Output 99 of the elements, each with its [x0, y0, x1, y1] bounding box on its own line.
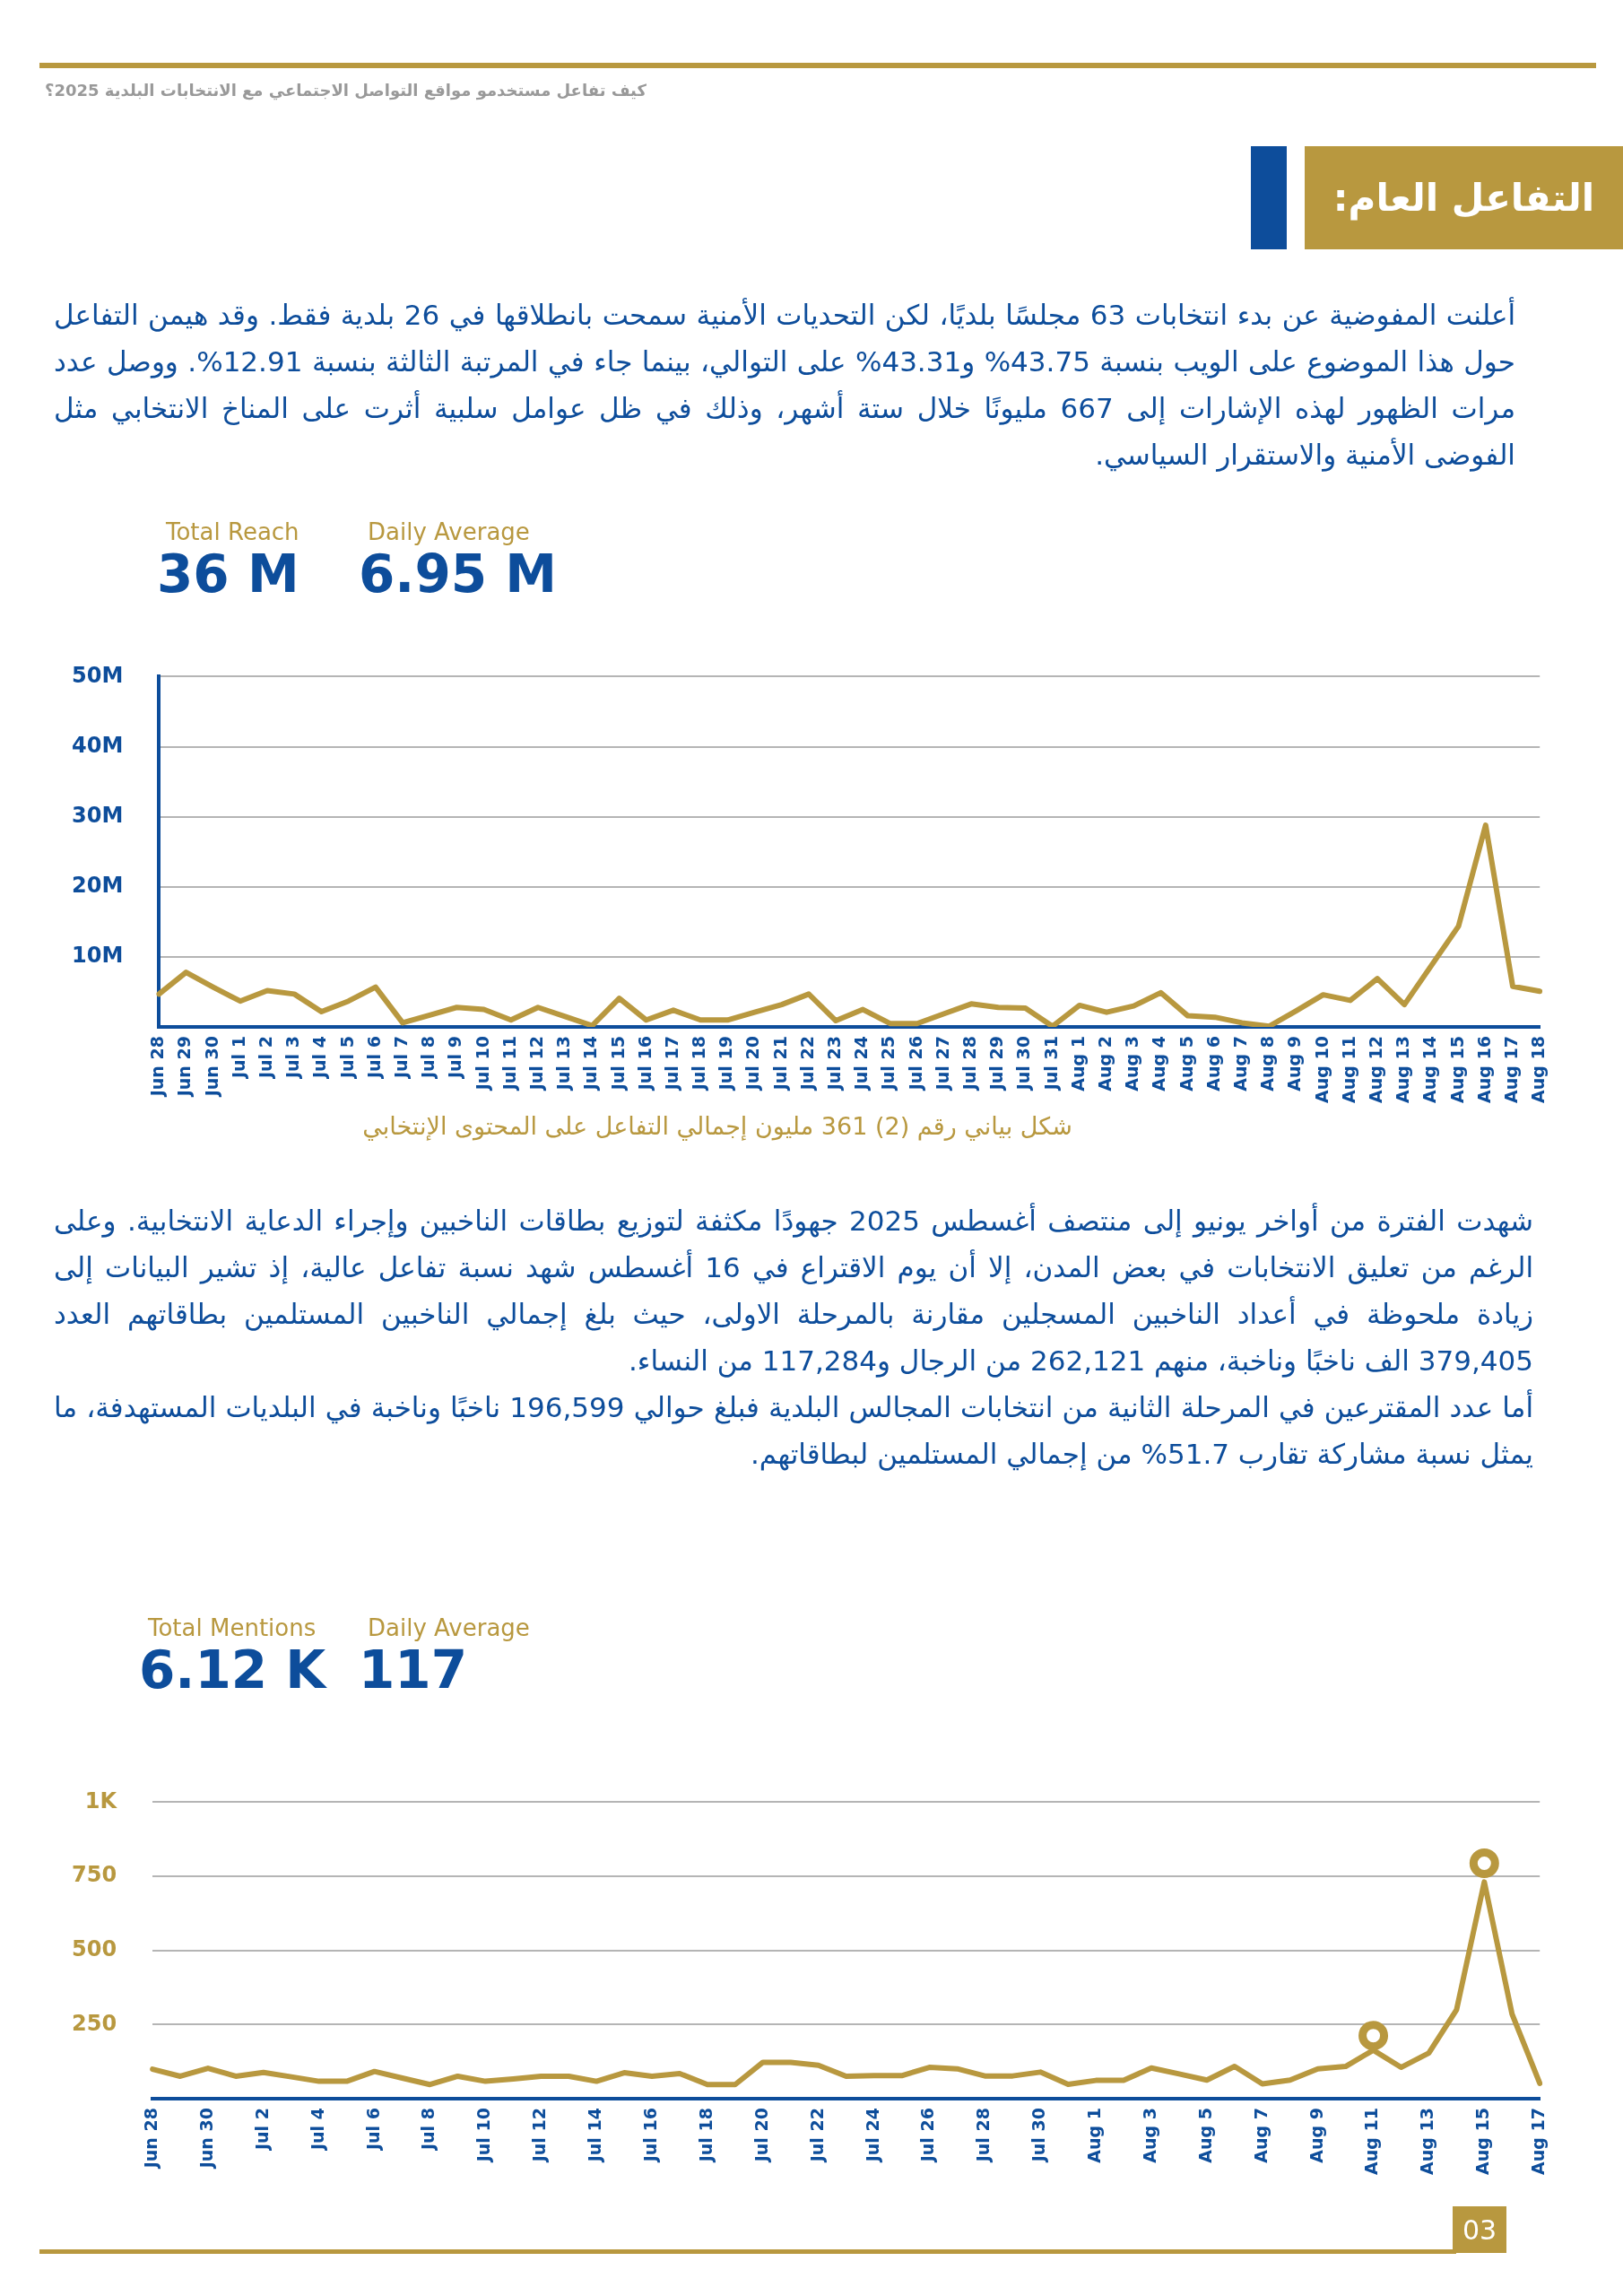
x-tick-label: Aug 18	[1528, 1036, 1549, 1103]
x-tick-label: Jul 13	[553, 1036, 574, 1092]
text: شهدت الفترة من أواخر يونيو إلى منتصف أغسطس 2025 جهودًا مكثفة لتوزيع بطاقات الناخبين وإجراء الدعاية الانتخابية. وعلى الرغم من تعليق الانتخابات في بعض المدن، إلا أن يوم الاقتراع في 16 أغسطس شهد نسبة تفاعل عالية، إذ تشير البيانات إلى زيادة ملحوظة في أعداد الناخبين المسجلين مقارنة بالمرحلة الاولى، حيث بلغ إجمالي الناخبين المستلمين بطاقاتهم العدد 379,405 الف ناخبًا وناخبة، منهم 262,121 من الرجال و117,284 من النساء. أما عدد المقترعين في المرحلة الثانية من انتخابات المجالس البلدية فبلغ حوالي 196,599 ناخبًا وناخبة في البلديات المستهدفة، ما يمثل نسبة مشاركة تقارب 51.7% من إجمالي المستلمين لبطاقاتهم.	[54, 1202, 1534, 1473]
x-tick-label: Jul 22	[796, 1036, 817, 1092]
x-tick-label: Jul 14	[585, 2108, 605, 2164]
x-tick-label: Aug 10	[1311, 1036, 1332, 1103]
x-tick-label: Aug 8	[1257, 1036, 1278, 1091]
x-tick-label: Jun 29	[174, 1036, 195, 1099]
text: 03	[1453, 2206, 1506, 2253]
x-tick-label: Jul 17	[661, 1036, 681, 1092]
text: Daily Average	[368, 1614, 530, 1641]
x-tick-label: Jul 22	[806, 2108, 827, 2164]
x-tick-label: Jul 10	[472, 1036, 492, 1092]
x-tick-label: Jun 30	[195, 2108, 216, 2170]
x-tick-label: Jul 10	[473, 2108, 494, 2164]
text: أعلنت المفوضية عن بدء انتخابات 63 مجلسًا بلديًا، لكن التحديات الأمنية سمحت بانطلاقها في 26 بلدية فقط. وقد هيمن التفاعل حول هذا الموضوع على الويب بنسبة 43.75% و43.31% على التوالي، بينما جاء في المرتبة الثالثة بنسبة 12.91%. ووصل عدد مرات الظهور لهذه الإشارات إلى 667 مليونًا خلال ستة أشهر، وذلك في ظل عوامل سلبية أثرت على المناخ الانتخابي مثل الفوضى الأمنية والاستقرار السياسي.	[54, 296, 1516, 474]
x-tick-label: Aug 9	[1306, 2108, 1326, 2163]
x-tick-label: Aug 3	[1139, 2108, 1159, 2163]
x-tick-label: Jul 2	[251, 2108, 272, 2152]
text: 6.12 K	[139, 1639, 326, 1700]
text: شكل بياني رقم (2) 361 مليون إجمالي التفاعل على المحتوى الإنتخابي	[361, 1112, 1073, 1140]
x-tick-label: Jul 26	[917, 2108, 938, 2164]
x-tick-label: Aug 15	[1472, 2108, 1493, 2175]
x-tick-label: Jul 12	[525, 1036, 546, 1092]
y-tick-label: 30M	[72, 802, 124, 828]
x-tick-label: Jul 4	[307, 2108, 327, 2152]
chart-title: التفاعل العام:	[1305, 146, 1623, 249]
x-tick-label: Aug 11	[1338, 1036, 1358, 1103]
x-tick-label: Jul 28	[973, 2108, 994, 2164]
text: Total Reach	[166, 518, 299, 545]
x-tick-label: Aug 13	[1417, 2108, 1437, 2175]
y-tick-label: 50M	[72, 662, 124, 688]
text: كيف تفاعل مستخدمو مواقع التواصل الاجتماعي مع الانتخابات البلدية 2025؟	[45, 81, 647, 100]
text: 36 M	[157, 544, 299, 604]
x-tick-label: Jun 28	[147, 1036, 168, 1099]
x-tick-label: Jul 6	[363, 1036, 384, 1081]
x-tick-label: Aug 4	[1149, 1036, 1169, 1091]
x-tick-label: Jul 8	[418, 2108, 438, 2152]
x-tick-label: Jul 7	[390, 1036, 411, 1081]
x-tick-label: Jul 5	[336, 1036, 357, 1081]
y-tick-label: 20M	[72, 873, 124, 899]
x-tick-label: Jul 12	[529, 2108, 550, 2164]
x-tick-label: Aug 1	[1067, 1036, 1088, 1091]
x-tick-label: Jul 9	[445, 1036, 465, 1081]
x-tick-label: Jul 20	[742, 1036, 763, 1092]
x-tick-label: Jul 18	[695, 2108, 716, 2164]
x-tick-label: Jul 21	[769, 1036, 790, 1092]
y-tick-label: 500	[71, 1935, 117, 1961]
x-tick-label: Jul 30	[1028, 2108, 1049, 2164]
x-tick-label: Jul 25	[878, 1036, 898, 1092]
x-tick-label: Aug 17	[1528, 2108, 1549, 2175]
x-tick-label: Jul 20	[751, 2108, 771, 2164]
y-tick-label: 250	[71, 2010, 117, 2036]
x-tick-label: Jul 24	[862, 2108, 882, 2164]
x-tick-label: Aug 9	[1284, 1036, 1305, 1091]
x-tick-label: Jul 16	[639, 2108, 660, 2164]
x-tick-label: Jun 30	[201, 1036, 221, 1099]
x-tick-label: Jul 2	[256, 1036, 275, 1081]
y-tick-label: 40M	[72, 732, 124, 758]
x-tick-label: Jul 16	[634, 1036, 655, 1092]
x-tick-label: Aug 5	[1176, 1036, 1196, 1091]
y-tick-label: 1K	[84, 1787, 118, 1813]
x-tick-label: Jul 31	[1040, 1036, 1061, 1092]
x-tick-label: Aug 13	[1393, 1036, 1413, 1103]
x-tick-label: Aug 2	[1095, 1036, 1115, 1091]
x-tick-label: Aug 11	[1361, 2108, 1382, 2175]
x-tick-label: Aug 16	[1473, 1036, 1494, 1103]
x-tick-label: Aug 5	[1194, 2108, 1215, 2163]
x-tick-label: Aug 17	[1500, 1036, 1521, 1103]
x-tick-label: Aug 6	[1202, 1036, 1223, 1091]
x-tick-label: Aug 7	[1250, 2108, 1271, 2163]
text: Total Mentions	[148, 1614, 317, 1641]
x-tick-label: Jul 29	[986, 1036, 1007, 1092]
x-tick-label: Jul 26	[905, 1036, 925, 1092]
x-tick-label: Aug 15	[1446, 1036, 1467, 1103]
x-tick-label: Aug 12	[1365, 1036, 1385, 1103]
x-tick-label: Jul 4	[309, 1036, 330, 1081]
y-tick-label: 750	[71, 1862, 117, 1888]
x-tick-label: Jul 15	[607, 1036, 628, 1092]
x-tick-label: Jul 14	[580, 1036, 601, 1092]
x-tick-label: Jul 8	[418, 1036, 438, 1081]
x-tick-label: Aug 14	[1419, 1036, 1440, 1103]
x-tick-label: Jul 6	[362, 2108, 383, 2152]
x-tick-label: Aug 1	[1084, 2108, 1105, 2163]
x-tick-label: Jun 28	[141, 2108, 161, 2170]
text: Daily Average	[368, 518, 530, 545]
x-tick-label: Jul 27	[932, 1036, 952, 1092]
x-tick-label: Aug 3	[1122, 1036, 1142, 1091]
x-tick-label: Jul 23	[824, 1036, 845, 1092]
x-tick-label: Jul 1	[228, 1036, 248, 1081]
x-tick-label: Jul 30	[1013, 1036, 1034, 1092]
x-tick-label: Jul 28	[959, 1036, 980, 1092]
y-tick-label: 10M	[72, 943, 124, 969]
x-tick-label: Aug 7	[1230, 1036, 1250, 1091]
x-tick-label: Jul 11	[499, 1036, 519, 1092]
x-tick-label: Jul 3	[282, 1036, 303, 1081]
x-tick-label: Jul 18	[689, 1036, 709, 1092]
x-tick-label: Jul 19	[716, 1036, 736, 1092]
x-tick-label: Jul 24	[851, 1036, 872, 1092]
